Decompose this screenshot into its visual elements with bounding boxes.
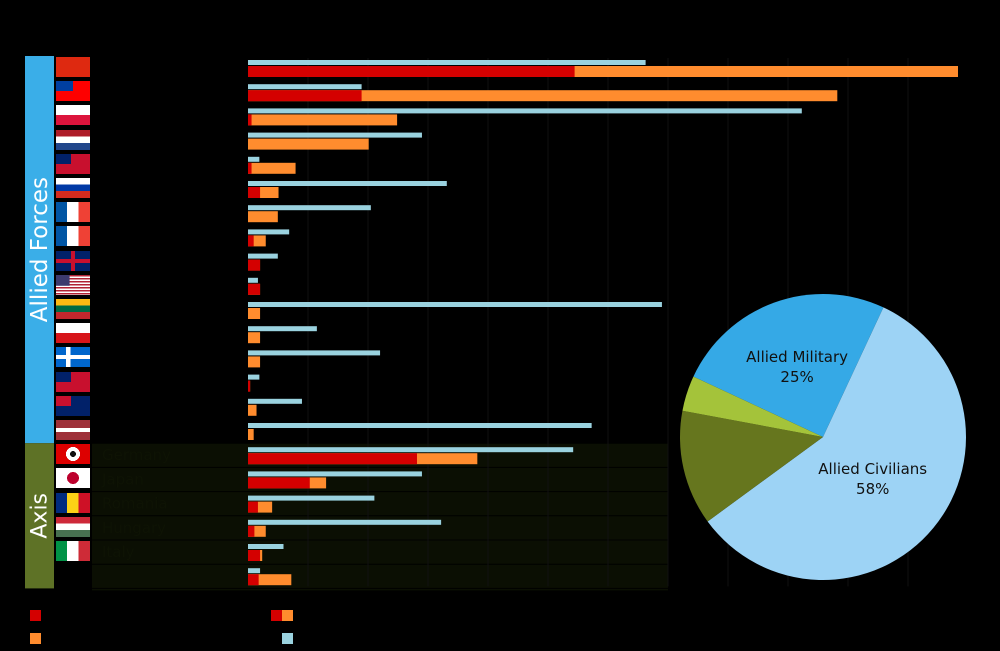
pie-slice <box>693 294 884 437</box>
allied-forces-band <box>25 56 54 444</box>
pie-slice-percent: 58% <box>856 480 889 498</box>
legend-swatch <box>30 633 41 644</box>
pie-slice <box>682 376 823 437</box>
civilian-deaths-bar <box>248 308 261 319</box>
military-deaths-bar <box>248 550 261 561</box>
military-deaths-bar <box>248 477 310 489</box>
civilian-deaths-bar <box>248 429 254 440</box>
country-label: Hungary <box>102 519 166 537</box>
pie-slice-label: Allied Civilians <box>818 460 927 478</box>
country-label: Germany <box>102 446 171 464</box>
military-deaths-bar <box>248 162 252 174</box>
population-bar <box>248 132 422 138</box>
military-deaths-bar <box>248 259 261 271</box>
military-deaths-bar <box>248 283 261 295</box>
population-bar <box>248 205 371 211</box>
population-bar <box>248 181 447 186</box>
military-deaths-bar <box>248 525 255 537</box>
pie-slice-label: Allied Military <box>746 348 848 366</box>
country-label: Romania <box>102 495 168 513</box>
civilian-deaths-bar <box>248 501 273 513</box>
netherlands-flag-icon <box>56 129 90 150</box>
hungary-flag-icon <box>56 516 90 537</box>
military-deaths-bar <box>248 114 252 126</box>
population-bar <box>248 60 646 65</box>
population-bar <box>248 471 422 477</box>
taiwan-flag-icon <box>56 81 90 102</box>
uk-flag-icon <box>56 250 90 271</box>
civilian-deaths-bar <box>248 332 261 344</box>
nazi-germany-flag-icon <box>56 444 90 465</box>
legend-swatch <box>271 610 282 621</box>
axis-band <box>25 443 54 589</box>
finland-flag-icon <box>56 347 90 368</box>
allied-forces-label: Allied Forces <box>27 177 53 322</box>
pie-slice-percent: 25% <box>780 368 813 386</box>
country-label: Italy <box>102 543 135 561</box>
france-flag-icon <box>56 226 90 247</box>
population-bar <box>248 398 302 404</box>
civilian-deaths-bar <box>248 404 257 416</box>
population-bar <box>248 519 442 525</box>
civilian-deaths-bar <box>248 162 296 174</box>
civilian-deaths-bar <box>248 90 838 102</box>
civilian-deaths-bar <box>248 187 279 198</box>
civilian-deaths-bar <box>248 211 278 223</box>
british-india-flag-icon <box>56 153 90 174</box>
usa-flag-icon <box>56 274 90 295</box>
population-bar <box>248 84 362 90</box>
population-bar <box>248 350 381 356</box>
japan-flag-icon <box>56 468 90 489</box>
population-bar <box>248 495 375 501</box>
population-bar <box>248 447 574 453</box>
population-bar <box>248 568 261 574</box>
axis-row-band <box>92 443 668 591</box>
military-deaths-bar <box>248 501 258 513</box>
population-bar <box>248 108 802 114</box>
country-label: Japan <box>101 470 144 488</box>
population-bar <box>248 302 662 307</box>
population-bar <box>248 253 278 259</box>
italy-flag-icon <box>56 541 90 561</box>
population-bar <box>248 374 260 380</box>
civilian-deaths-bar <box>248 525 266 537</box>
romania-flag-icon <box>56 492 90 513</box>
population-bar <box>248 423 592 428</box>
population-bar <box>248 326 317 332</box>
military-deaths-bar <box>248 187 261 198</box>
population-bar <box>248 156 260 162</box>
population-bar <box>248 229 290 235</box>
civilian-deaths-bar <box>248 114 398 126</box>
military-deaths-bar <box>248 66 575 77</box>
military-deaths-bar <box>248 380 251 392</box>
military-deaths-bar <box>248 235 254 247</box>
pie-slice <box>680 410 823 522</box>
australia-flag-icon <box>56 395 90 416</box>
civilian-deaths-bar <box>248 356 261 368</box>
legend-swatch <box>282 610 293 621</box>
civilian-deaths-bar <box>248 138 369 150</box>
population-bar <box>248 544 284 549</box>
civilian-deaths-bar <box>248 66 958 77</box>
civilian-deaths-bar <box>248 235 266 247</box>
military-deaths-bar <box>248 90 362 102</box>
military-deaths-bar <box>248 453 417 465</box>
france-flag-icon <box>56 202 90 223</box>
lithuania-flag-icon <box>56 299 90 319</box>
pie-slice <box>707 307 966 580</box>
czech-flag-icon <box>56 323 90 344</box>
russia-flag-icon <box>56 178 90 198</box>
poland-flag-icon <box>56 105 90 126</box>
legend-swatch <box>282 633 293 644</box>
bermuda-flag-icon <box>56 371 90 392</box>
axis-label: Axis <box>28 493 53 539</box>
china-flag-icon <box>56 57 90 77</box>
population-bar <box>248 277 258 283</box>
civilian-deaths-bar <box>248 574 292 586</box>
military-deaths-bar <box>248 574 259 586</box>
latvia-flag-icon <box>56 420 90 440</box>
legend-swatch <box>30 610 41 621</box>
